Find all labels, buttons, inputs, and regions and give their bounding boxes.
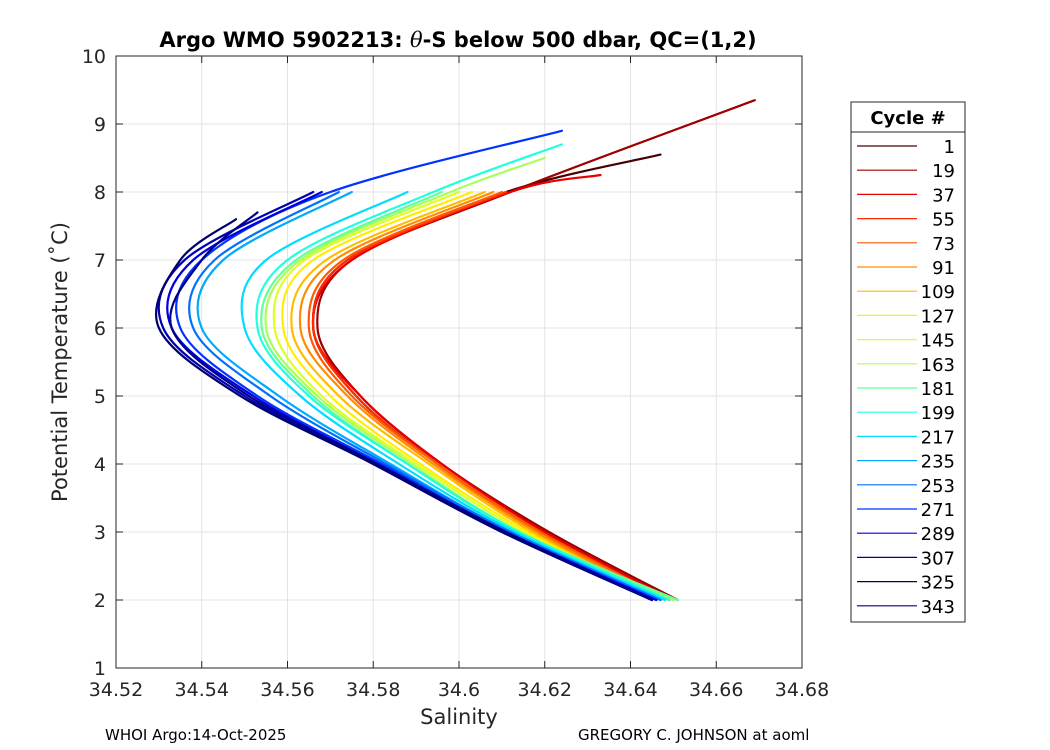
series-line-cycle-109	[290, 190, 662, 602]
legend-label-cycle-217: 217	[921, 427, 955, 448]
legend-label-cycle-271: 271	[921, 500, 955, 521]
data-series	[154, 99, 756, 602]
legend-label-cycle-181: 181	[921, 379, 955, 400]
legend-label-cycle-199: 199	[921, 403, 955, 424]
legend-label-cycle-253: 253	[921, 476, 955, 497]
x-tick-label: 34.52	[89, 679, 143, 701]
series-line-cycle-91	[298, 190, 666, 602]
legend-label-cycle-289: 289	[921, 524, 955, 545]
series-line-cycle-217	[240, 190, 666, 602]
series-line-cycle-19	[316, 99, 756, 602]
legend-label-cycle-145: 145	[921, 331, 955, 352]
footer-right: GREGORY C. JOHNSON at aoml	[578, 726, 809, 744]
y-tick-label: 9	[94, 114, 106, 136]
legend-label-cycle-37: 37	[932, 185, 955, 206]
legend-label-cycle-163: 163	[921, 355, 955, 376]
legend-box	[850, 101, 966, 623]
y-tick-label: 8	[94, 182, 106, 204]
legend-label-cycle-325: 325	[921, 573, 955, 594]
series-line-cycle-325	[154, 218, 653, 602]
y-tick-label: 4	[94, 454, 106, 476]
legend-label-cycle-127: 127	[921, 306, 955, 327]
legend-label-cycle-1: 1	[944, 137, 955, 158]
y-tick-label: 1	[94, 658, 106, 680]
x-tick-label: 34.68	[775, 679, 829, 701]
series-line-cycle-127	[281, 190, 662, 602]
legend-label-cycle-55: 55	[932, 210, 955, 231]
x-tick-label: 34.54	[175, 679, 229, 701]
legend-title: Cycle #	[870, 108, 945, 129]
chart-title: Argo WMO 5902213: θ-S below 500 dbar, QC…	[159, 28, 756, 52]
series-line-cycle-253	[188, 190, 662, 602]
legend-label-cycle-91: 91	[932, 258, 955, 279]
y-tick-label: 7	[94, 250, 106, 272]
legend-label-cycle-235: 235	[921, 452, 955, 473]
legend-label-cycle-109: 109	[921, 282, 955, 303]
x-axis-label: Salinity	[420, 705, 498, 729]
chart-title-theta: θ	[410, 28, 423, 52]
x-tick-label: 34.62	[518, 679, 572, 701]
x-tick-label: 34.64	[603, 679, 657, 701]
y-tick-label: 10	[82, 46, 106, 68]
series-line-cycle-145	[272, 190, 666, 602]
y-axis-label: Potential Temperature (˚C)	[48, 222, 72, 502]
series-line-cycle-73	[307, 190, 671, 602]
legend-label-cycle-343: 343	[921, 597, 955, 618]
footer-left: WHOI Argo:14-Oct-2025	[105, 726, 286, 744]
y-tick-label: 2	[94, 590, 106, 612]
y-tick-label: 6	[94, 318, 106, 340]
legend: Cycle # 1 19 37 55 73 91 109 127 145 163 181 199 217 2…	[850, 101, 966, 623]
chart-title-part-1: Argo WMO 5902213:	[159, 28, 410, 52]
axis-ticks: 34.52 34.54 34.56 34.58 34.6 34.62 34.64 34.66 3…	[82, 46, 829, 701]
chart-title-part-2: -S below 500 dbar, QC=(1,2)	[423, 28, 757, 52]
x-tick-label: 34.6	[438, 679, 480, 701]
legend-label-cycle-19: 19	[932, 161, 955, 182]
legend-label-cycle-73: 73	[932, 234, 955, 255]
x-tick-label: 34.58	[346, 679, 400, 701]
series-line-cycle-199	[255, 143, 671, 602]
y-tick-label: 5	[94, 386, 106, 408]
x-tick-label: 34.56	[260, 679, 314, 701]
x-tick-label: 34.66	[689, 679, 743, 701]
legend-label-cycle-307: 307	[921, 548, 955, 569]
series-line-cycle-343	[169, 211, 653, 602]
y-tick-label: 3	[94, 522, 106, 544]
